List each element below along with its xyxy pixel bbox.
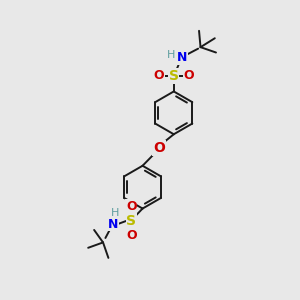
Text: H: H [167,50,175,60]
Text: S: S [126,214,136,228]
Text: O: O [126,230,136,242]
Text: N: N [177,51,187,64]
Text: O: O [183,70,194,83]
Text: O: O [153,141,165,155]
Text: O: O [126,200,136,213]
Text: S: S [169,69,179,83]
Text: N: N [108,218,118,230]
Text: H: H [111,208,119,218]
Text: O: O [154,70,164,83]
